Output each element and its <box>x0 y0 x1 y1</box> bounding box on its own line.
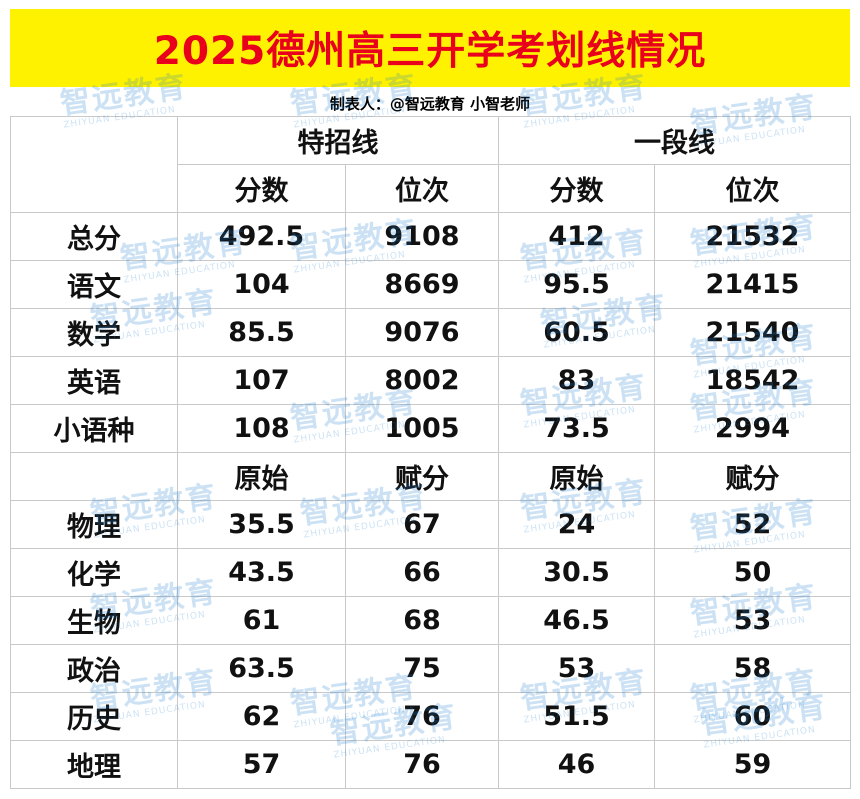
column-header: 原始 <box>177 452 346 501</box>
value-cell: 492.5 <box>177 212 346 261</box>
value-cell: 9076 <box>345 308 499 357</box>
value-cell: 66 <box>345 548 499 597</box>
value-cell: 57 <box>177 740 346 789</box>
value-cell: 63.5 <box>177 644 346 693</box>
value-cell: 59 <box>654 740 851 789</box>
column-header: 位次 <box>345 164 499 213</box>
value-cell: 24 <box>498 500 655 549</box>
value-cell: 108 <box>177 404 346 453</box>
group-header-tezhao: 特招线 <box>177 116 499 165</box>
value-cell: 76 <box>345 740 499 789</box>
title-banner: 2025德州高三开学考划线情况 <box>10 9 850 87</box>
value-cell: 73.5 <box>498 404 655 453</box>
subject-label: 生物 <box>10 596 178 645</box>
value-cell: 30.5 <box>498 548 655 597</box>
corner-cell <box>10 116 178 213</box>
value-cell: 8002 <box>345 356 499 405</box>
table-author: 制表人：@智远教育 小智老师 <box>329 95 531 113</box>
value-cell: 43.5 <box>177 548 346 597</box>
value-cell: 68 <box>345 596 499 645</box>
value-cell: 60 <box>654 692 851 741</box>
value-cell: 51.5 <box>498 692 655 741</box>
subject-label: 物理 <box>10 500 178 549</box>
value-cell: 52 <box>654 500 851 549</box>
value-cell: 50 <box>654 548 851 597</box>
subject-label: 语文 <box>10 260 178 309</box>
score-row: 总分 492.5 9108 412 21532 <box>10 212 851 261</box>
cutoff-table: 特招线 一段线 分数 位次 分数 位次 总分 492.5 9108 412 21532 语… <box>10 116 851 789</box>
subject-label: 英语 <box>10 356 178 405</box>
group-header-row: 特招线 一段线 <box>10 116 851 213</box>
value-cell: 67 <box>345 500 499 549</box>
score-row: 数学 85.5 9076 60.5 21540 <box>10 308 851 357</box>
subject-label: 政治 <box>10 644 178 693</box>
value-cell: 85.5 <box>177 308 346 357</box>
value-cell: 83 <box>498 356 655 405</box>
value-cell: 95.5 <box>498 260 655 309</box>
score-row: 英语 107 8002 83 18542 <box>10 356 851 405</box>
elective-row: 化学 43.5 66 30.5 50 <box>10 548 851 597</box>
value-cell: 46 <box>498 740 655 789</box>
score-row: 语文 104 8669 95.5 21415 <box>10 260 851 309</box>
subject-label: 总分 <box>10 212 178 261</box>
elective-row: 生物 61 68 46.5 53 <box>10 596 851 645</box>
column-header: 分数 <box>498 164 655 213</box>
value-cell: 35.5 <box>177 500 346 549</box>
subject-label: 数学 <box>10 308 178 357</box>
value-cell: 8669 <box>345 260 499 309</box>
subject-label: 小语种 <box>10 404 178 453</box>
value-cell: 412 <box>498 212 655 261</box>
value-cell: 9108 <box>345 212 499 261</box>
subject-label: 化学 <box>10 548 178 597</box>
value-cell: 53 <box>654 596 851 645</box>
subject-label: 地理 <box>10 740 178 789</box>
column-header: 分数 <box>177 164 346 213</box>
value-cell: 62 <box>177 692 346 741</box>
value-cell: 53 <box>498 644 655 693</box>
corner-cell <box>10 452 178 501</box>
column-header: 赋分 <box>345 452 499 501</box>
value-cell: 21532 <box>654 212 851 261</box>
elective-row: 物理 35.5 67 24 52 <box>10 500 851 549</box>
value-cell: 21415 <box>654 260 851 309</box>
elective-row: 政治 63.5 75 53 58 <box>10 644 851 693</box>
column-header: 赋分 <box>654 452 851 501</box>
value-cell: 76 <box>345 692 499 741</box>
value-cell: 58 <box>654 644 851 693</box>
value-cell: 21540 <box>654 308 851 357</box>
value-cell: 1005 <box>345 404 499 453</box>
value-cell: 18542 <box>654 356 851 405</box>
value-cell: 107 <box>177 356 346 405</box>
group-header-yiduan: 一段线 <box>498 116 851 165</box>
column-header: 原始 <box>498 452 655 501</box>
value-cell: 2994 <box>654 404 851 453</box>
value-cell: 60.5 <box>498 308 655 357</box>
value-cell: 46.5 <box>498 596 655 645</box>
score-row: 小语种 108 1005 73.5 2994 <box>10 404 851 453</box>
value-cell: 61 <box>177 596 346 645</box>
subject-label: 历史 <box>10 692 178 741</box>
value-cell: 104 <box>177 260 346 309</box>
elective-header-row: 原始 赋分 原始 赋分 <box>10 452 851 501</box>
column-header: 位次 <box>654 164 851 213</box>
value-cell: 75 <box>345 644 499 693</box>
page-title: 2025德州高三开学考划线情况 <box>153 29 707 74</box>
elective-row: 历史 62 76 51.5 60 <box>10 692 851 741</box>
elective-row: 地理 57 76 46 59 <box>10 740 851 789</box>
